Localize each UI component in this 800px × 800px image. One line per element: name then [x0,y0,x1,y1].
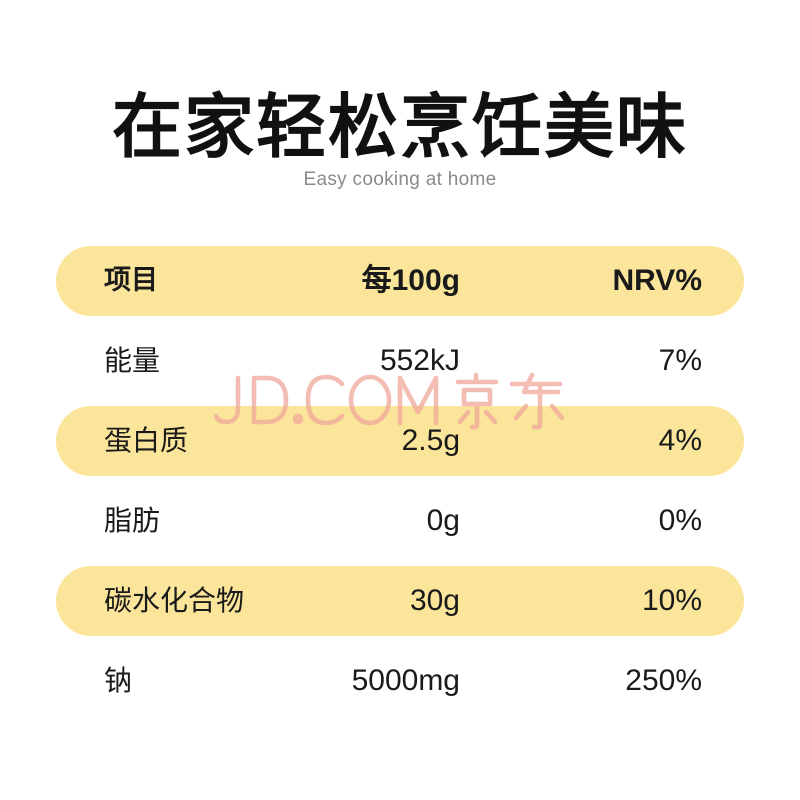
row-item: 能量 [104,344,161,377]
table-header-row: 项目 每100g NRV% [56,246,744,316]
row-per100g: 0g [426,504,460,537]
table-row-fat: 脂肪 0g 0% [56,486,744,556]
row-item: 碳水化合物 [104,584,245,617]
row-nrv: 10% [641,584,702,617]
row-nrv: 250% [625,664,702,697]
row-item: 钠 [104,664,133,697]
row-item: 蛋白质 [104,424,189,457]
header-item: 项目 [104,265,158,296]
row-per100g: 2.5g [401,424,460,457]
header-nrv: NRV% [612,264,702,297]
table-row-energy: 能量 552kJ 7% [56,326,744,396]
page-title: 在家轻松烹饪美味 [112,86,688,168]
row-nrv: 0% [658,504,702,537]
table-row-protein: 蛋白质 2.5g 4% [56,406,744,476]
nutrition-table: 项目 每100g NRV% 能量 552kJ 7% 蛋白质 2.5g 4% 脂肪… [56,246,744,726]
row-per100g: 30g [409,584,460,617]
row-per100g: 5000mg [351,664,460,697]
page-subtitle: Easy cooking at home [303,169,497,190]
row-nrv: 7% [658,344,702,377]
table-row-carbohydrate: 碳水化合物 30g 10% [56,566,744,636]
table-row-sodium: 钠 5000mg 250% [56,646,744,716]
header-per100g: 每100g [361,264,460,297]
row-item: 脂肪 [104,504,161,537]
row-nrv: 4% [658,424,702,457]
row-per100g: 552kJ [379,344,460,377]
